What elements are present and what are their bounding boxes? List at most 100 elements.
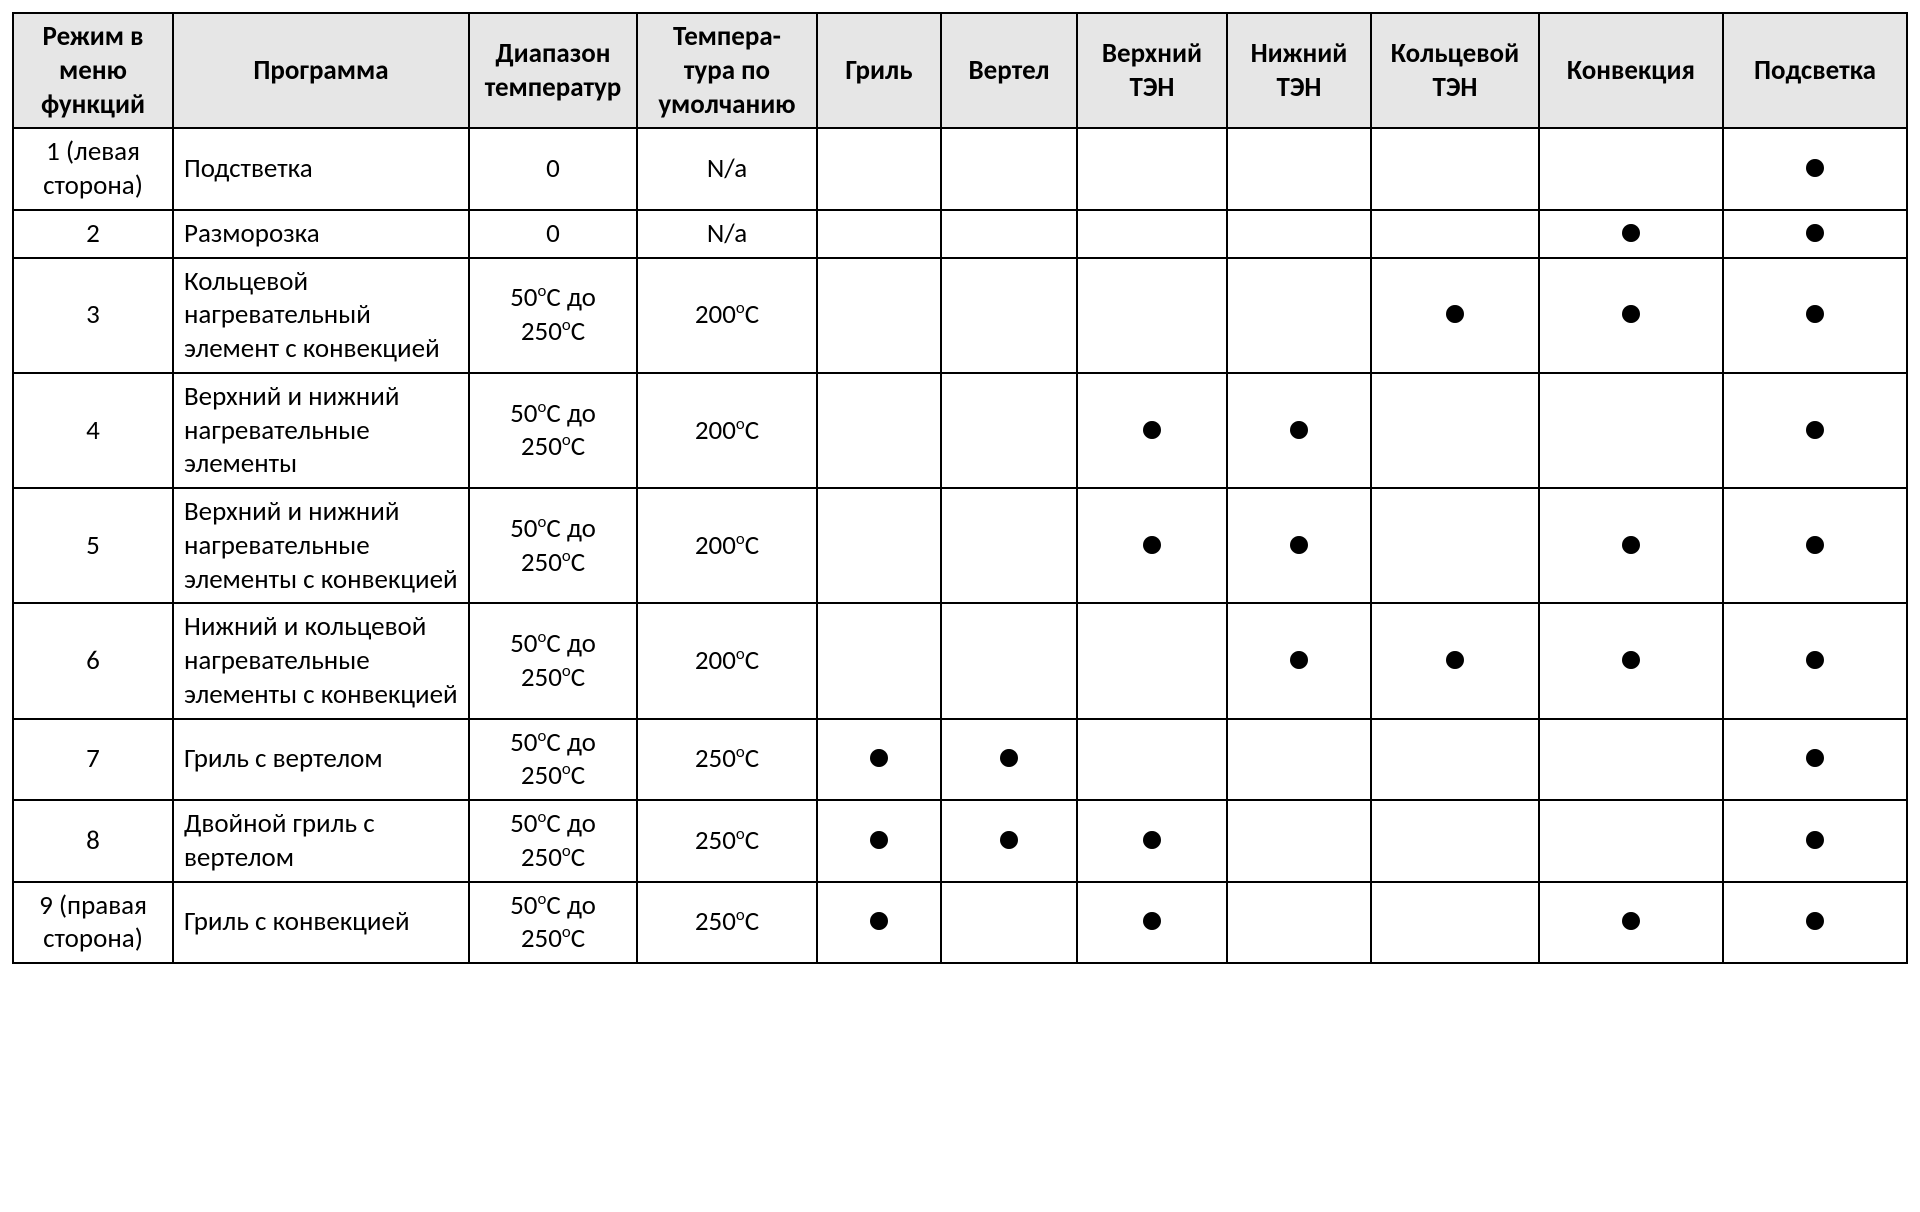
cell-bottom-heater [1227,603,1371,718]
feature-dot-icon [1806,831,1824,849]
col-header-top-heater: Верхний ТЭН [1077,13,1227,128]
cell-convection [1539,488,1723,603]
cell-top-heater [1077,882,1227,964]
table-body: 1 (левая сторона)Подстветка0N/a2Размороз… [13,128,1907,963]
cell-mode: 9 (правая сторона) [13,882,173,964]
cell-temp-range: 0 [469,210,637,258]
col-header-light: Подсветка [1723,13,1907,128]
cell-spit [941,258,1077,373]
cell-temp-default: N/a [637,128,817,210]
table-row: 3Кольцевой нагревательный элемент с конв… [13,258,1907,373]
cell-mode: 7 [13,719,173,801]
cell-convection [1539,210,1723,258]
feature-dot-icon [870,912,888,930]
col-header-ring-heater: Кольцевой ТЭН [1371,13,1539,128]
cell-temp-default: N/a [637,210,817,258]
cell-light [1723,128,1907,210]
cell-convection [1539,258,1723,373]
cell-spit [941,488,1077,603]
cell-bottom-heater [1227,719,1371,801]
cell-grill [817,719,941,801]
table-row: 8Двойной гриль с вертелом50oC до 250oC25… [13,800,1907,882]
feature-dot-icon [1446,651,1464,669]
feature-dot-icon [1622,912,1640,930]
cell-bottom-heater [1227,373,1371,488]
cell-temp-range: 50oC до 250oC [469,258,637,373]
cell-spit [941,603,1077,718]
cell-grill [817,373,941,488]
cell-mode: 3 [13,258,173,373]
cell-top-heater [1077,800,1227,882]
cell-convection [1539,882,1723,964]
cell-mode: 1 (левая сторона) [13,128,173,210]
feature-dot-icon [1143,912,1161,930]
cell-top-heater [1077,258,1227,373]
cell-program: Верхний и нижний нагревательные элементы [173,373,469,488]
cell-light [1723,488,1907,603]
col-header-grill: Гриль [817,13,941,128]
cell-temp-default: 250oC [637,719,817,801]
cell-temp-range: 50oC до 250oC [469,882,637,964]
feature-dot-icon [1446,305,1464,323]
feature-dot-icon [1622,305,1640,323]
feature-dot-icon [1143,536,1161,554]
cell-light [1723,882,1907,964]
cell-spit [941,128,1077,210]
cell-ring-heater [1371,800,1539,882]
feature-dot-icon [1622,224,1640,242]
oven-modes-table: Режим в меню функций Программа Диапазон … [12,12,1908,964]
cell-ring-heater [1371,603,1539,718]
cell-convection [1539,603,1723,718]
cell-spit [941,373,1077,488]
feature-dot-icon [1000,831,1018,849]
cell-light [1723,719,1907,801]
feature-dot-icon [1806,536,1824,554]
cell-light [1723,603,1907,718]
col-header-bottom-heater: Нижний ТЭН [1227,13,1371,128]
cell-grill [817,258,941,373]
cell-convection [1539,373,1723,488]
table-row: 1 (левая сторона)Подстветка0N/a [13,128,1907,210]
cell-top-heater [1077,488,1227,603]
cell-convection [1539,800,1723,882]
col-header-temp-range: Диапазон температур [469,13,637,128]
cell-program: Гриль с конвекцией [173,882,469,964]
cell-mode: 6 [13,603,173,718]
cell-temp-default: 200oC [637,258,817,373]
cell-temp-range: 50oC до 250oC [469,373,637,488]
cell-grill [817,603,941,718]
cell-bottom-heater [1227,210,1371,258]
feature-dot-icon [870,831,888,849]
feature-dot-icon [1806,912,1824,930]
cell-temp-default: 250oC [637,800,817,882]
feature-dot-icon [1806,224,1824,242]
col-header-convection: Конвекция [1539,13,1723,128]
cell-convection [1539,128,1723,210]
feature-dot-icon [1143,421,1161,439]
cell-ring-heater [1371,210,1539,258]
col-header-temp-default: Темпера- тура по умолчанию [637,13,817,128]
cell-temp-range: 50oC до 250oC [469,800,637,882]
cell-light [1723,800,1907,882]
feature-dot-icon [1622,651,1640,669]
cell-grill [817,128,941,210]
cell-grill [817,882,941,964]
cell-temp-default: 200oC [637,488,817,603]
col-header-program: Программа [173,13,469,128]
cell-temp-default: 250oC [637,882,817,964]
feature-dot-icon [1290,651,1308,669]
feature-dot-icon [1806,651,1824,669]
cell-top-heater [1077,603,1227,718]
cell-spit [941,800,1077,882]
cell-bottom-heater [1227,882,1371,964]
feature-dot-icon [1806,749,1824,767]
cell-spit [941,882,1077,964]
feature-dot-icon [1806,421,1824,439]
cell-bottom-heater [1227,488,1371,603]
feature-dot-icon [1806,159,1824,177]
feature-dot-icon [1290,421,1308,439]
feature-dot-icon [1000,749,1018,767]
cell-grill [817,800,941,882]
col-header-spit: Вертел [941,13,1077,128]
cell-convection [1539,719,1723,801]
